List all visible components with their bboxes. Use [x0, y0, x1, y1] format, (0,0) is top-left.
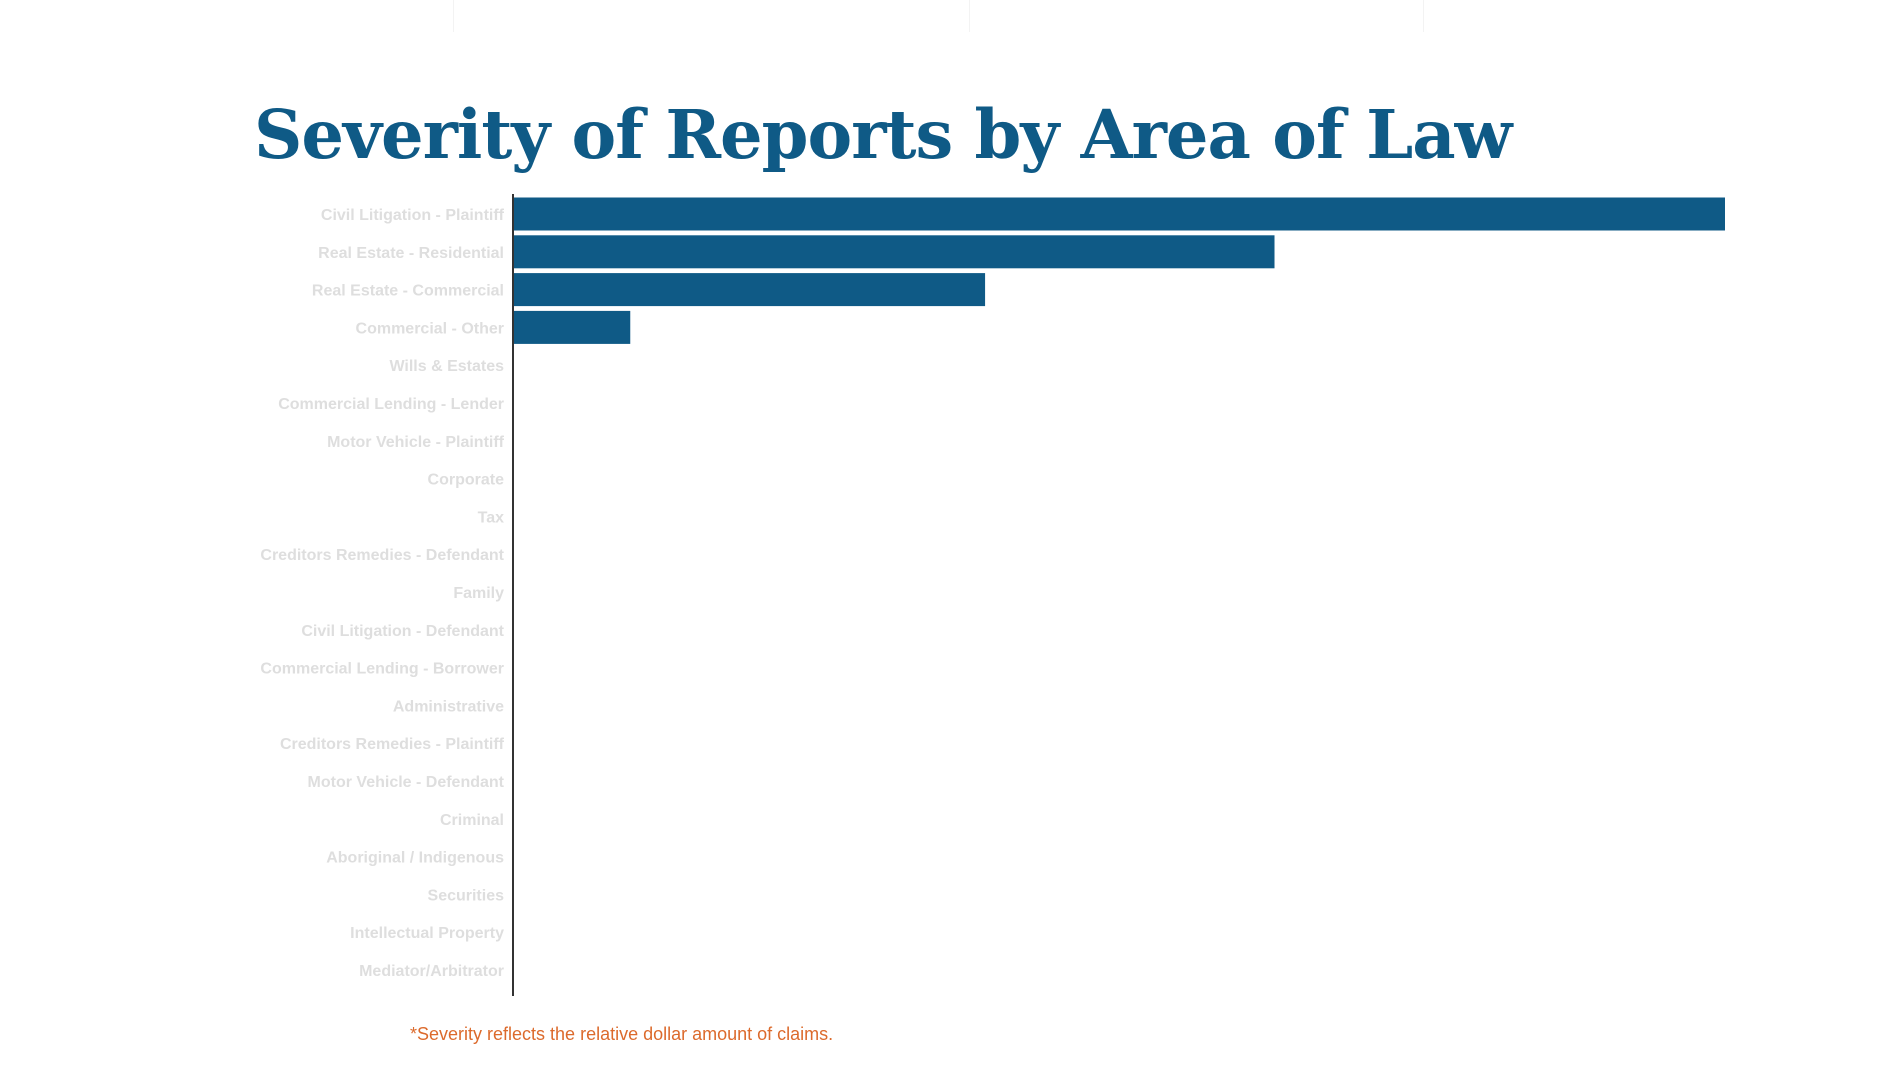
- category-label: Intellectual Property: [350, 925, 504, 942]
- bar: [514, 197, 1725, 231]
- category-label: Corporate: [428, 472, 505, 489]
- category-label: Wills & Estates: [389, 358, 504, 375]
- top-strip: [0, 0, 1900, 32]
- category-label: Civil Litigation - Plaintiff: [321, 207, 505, 224]
- bar: [514, 273, 986, 307]
- category-label: Motor Vehicle - Plaintiff: [327, 434, 505, 451]
- category-label: Securities: [428, 887, 505, 904]
- category-label: Tax: [478, 509, 504, 526]
- chart-title: Severity of Reports by Area of Law: [254, 95, 1512, 174]
- category-labels: Civil Litigation - Plaintiff Real Estate …: [260, 207, 504, 980]
- category-label: Real Estate - Residential: [318, 245, 504, 262]
- category-label: Commercial Lending - Borrower: [260, 661, 504, 678]
- top-strip-segment: [454, 0, 970, 32]
- category-label: Commercial Lending - Lender: [278, 396, 504, 413]
- category-label: Administrative: [393, 698, 504, 715]
- category-label: Motor Vehicle - Defendant: [308, 774, 505, 791]
- category-label: Mediator/Arbitrator: [359, 963, 504, 980]
- bar: [514, 235, 1275, 269]
- top-strip-segment: [0, 0, 454, 32]
- top-strip-segment: [970, 0, 1424, 32]
- category-label: Real Estate - Commercial: [312, 283, 504, 300]
- category-label: Criminal: [440, 812, 504, 829]
- footnote: *Severity reflects the relative dollar a…: [410, 1024, 834, 1044]
- category-label: Family: [453, 585, 504, 602]
- category-label: Creditors Remedies - Plaintiff: [280, 736, 505, 753]
- category-label: Aboriginal / Indigenous: [326, 850, 504, 867]
- category-label: Creditors Remedies - Defendant: [260, 547, 504, 564]
- category-label: Commercial - Other: [356, 320, 504, 337]
- bar: [514, 310, 631, 344]
- bars: [514, 197, 1725, 344]
- category-label: Civil Litigation - Defendant: [301, 623, 504, 640]
